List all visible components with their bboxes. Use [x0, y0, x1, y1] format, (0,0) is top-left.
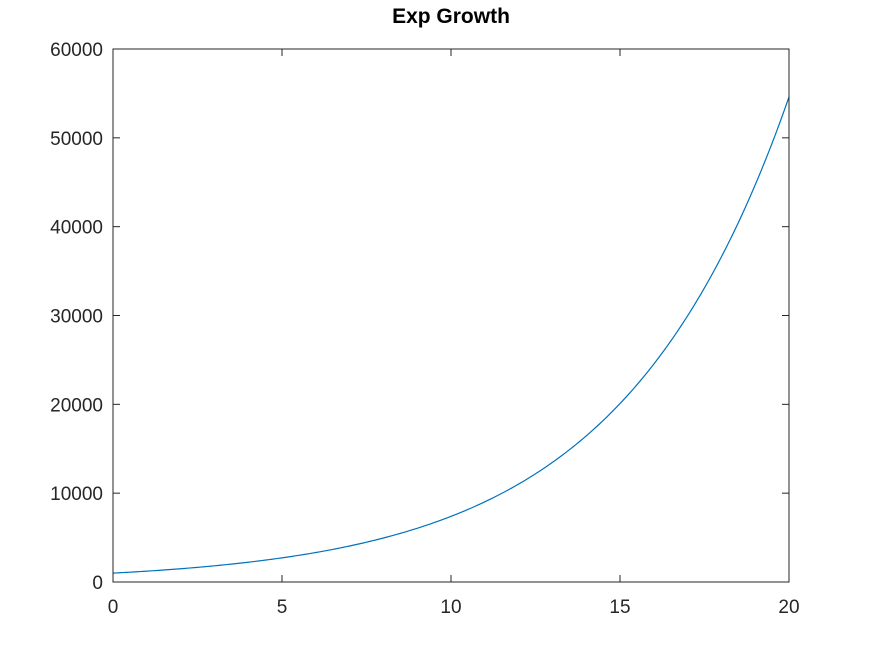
- y-tick-label: 20000: [50, 395, 103, 416]
- y-tick-label: 10000: [50, 484, 103, 505]
- y-tick-label: 0: [92, 573, 103, 594]
- axes-box: [112, 48, 790, 583]
- series-lines: [112, 96, 790, 574]
- x-tick-label: 20: [778, 597, 799, 618]
- y-tick-label: 40000: [50, 218, 103, 239]
- plot-area: [113, 49, 789, 582]
- x-tick-label: 0: [108, 597, 119, 618]
- x-tick-label: 5: [277, 597, 288, 618]
- y-tick-label: 30000: [50, 307, 103, 328]
- y-tick-label: 60000: [50, 40, 103, 61]
- y-tick-labels: 0 10000 20000 30000 40000 50000 60000: [50, 40, 103, 594]
- x-tick-label: 10: [440, 597, 461, 618]
- x-tick-labels: 0 5 10 15 20: [108, 597, 800, 618]
- chart-title: Exp Growth: [392, 5, 510, 28]
- y-tick-label: 50000: [50, 129, 103, 150]
- series-line-0: [112, 96, 790, 574]
- x-tick-label: 15: [609, 597, 630, 618]
